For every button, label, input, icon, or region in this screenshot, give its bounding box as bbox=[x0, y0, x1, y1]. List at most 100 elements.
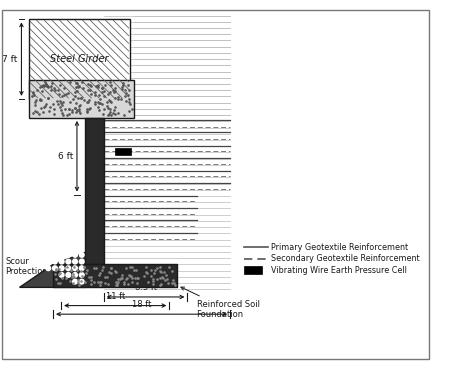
Point bbox=[77, 94, 85, 100]
Point bbox=[84, 99, 91, 105]
Point bbox=[58, 111, 66, 117]
Point bbox=[112, 269, 120, 275]
Text: Scour
Protection: Scour Protection bbox=[5, 256, 56, 276]
Point bbox=[132, 267, 140, 273]
Point bbox=[95, 92, 103, 98]
Polygon shape bbox=[19, 252, 86, 287]
Point bbox=[130, 267, 138, 273]
Point bbox=[86, 87, 94, 93]
Point bbox=[97, 282, 104, 288]
Point bbox=[69, 271, 76, 277]
Circle shape bbox=[65, 252, 72, 258]
Point bbox=[65, 111, 72, 117]
Point bbox=[118, 272, 125, 278]
Point bbox=[122, 266, 130, 272]
Point bbox=[40, 83, 48, 89]
Point bbox=[105, 97, 112, 103]
Point bbox=[131, 275, 139, 280]
Point bbox=[91, 89, 99, 95]
Point bbox=[69, 108, 76, 114]
Point bbox=[107, 99, 114, 105]
Point bbox=[28, 93, 36, 99]
Point bbox=[164, 280, 171, 286]
Point bbox=[77, 95, 85, 101]
Point bbox=[87, 91, 94, 97]
Point bbox=[73, 267, 80, 273]
Text: 8.5 ft: 8.5 ft bbox=[135, 283, 157, 292]
Point bbox=[103, 275, 110, 280]
Point bbox=[112, 282, 119, 287]
Point bbox=[157, 275, 164, 281]
Point bbox=[96, 279, 104, 284]
Point bbox=[72, 100, 79, 106]
Point bbox=[100, 264, 107, 270]
Point bbox=[74, 84, 81, 90]
Point bbox=[169, 277, 176, 283]
Point bbox=[99, 101, 106, 107]
Point bbox=[34, 109, 41, 115]
Point bbox=[111, 107, 118, 113]
Point bbox=[105, 111, 112, 117]
Point bbox=[157, 282, 164, 288]
Point bbox=[162, 272, 169, 277]
Point bbox=[126, 273, 134, 279]
Point bbox=[109, 111, 116, 117]
Point bbox=[107, 106, 114, 112]
Point bbox=[168, 280, 175, 286]
Point bbox=[90, 265, 98, 270]
Circle shape bbox=[45, 259, 51, 265]
Point bbox=[75, 279, 82, 285]
Point bbox=[60, 86, 68, 92]
Point bbox=[78, 273, 86, 279]
Point bbox=[112, 96, 119, 101]
Point bbox=[150, 282, 157, 287]
Point bbox=[106, 79, 113, 85]
Point bbox=[48, 80, 55, 86]
Point bbox=[56, 82, 63, 88]
Point bbox=[115, 97, 122, 103]
Point bbox=[72, 93, 79, 99]
Circle shape bbox=[58, 265, 65, 271]
Point bbox=[41, 82, 49, 88]
Point bbox=[72, 89, 79, 95]
Circle shape bbox=[72, 265, 78, 271]
Point bbox=[171, 280, 178, 286]
Point bbox=[38, 83, 45, 89]
Bar bbox=[115, 148, 130, 155]
Point bbox=[73, 80, 80, 86]
Point bbox=[47, 104, 54, 110]
Point bbox=[94, 279, 101, 285]
Point bbox=[98, 85, 105, 90]
Point bbox=[120, 281, 127, 287]
Point bbox=[114, 110, 122, 115]
Point bbox=[44, 95, 51, 101]
Point bbox=[129, 264, 136, 270]
Point bbox=[106, 109, 113, 115]
Bar bbox=[244, 266, 262, 274]
Point bbox=[50, 85, 58, 91]
Point bbox=[69, 274, 76, 280]
Text: Vibrating Wire Earth Pressure Cell: Vibrating Wire Earth Pressure Cell bbox=[271, 266, 407, 275]
Point bbox=[55, 92, 62, 97]
Point bbox=[41, 79, 49, 85]
Point bbox=[87, 106, 94, 111]
Point bbox=[108, 270, 115, 276]
Point bbox=[58, 93, 65, 99]
Point bbox=[153, 266, 161, 272]
Point bbox=[128, 106, 135, 112]
Circle shape bbox=[52, 252, 58, 258]
Circle shape bbox=[65, 259, 72, 265]
Point bbox=[107, 82, 114, 88]
Point bbox=[52, 267, 59, 273]
Point bbox=[76, 83, 83, 89]
Point bbox=[110, 89, 117, 95]
Point bbox=[171, 282, 179, 288]
Point bbox=[104, 99, 111, 105]
Bar bbox=[29, 20, 130, 99]
Point bbox=[32, 102, 39, 108]
Point bbox=[111, 268, 118, 274]
Point bbox=[77, 110, 84, 116]
Point bbox=[97, 96, 104, 102]
Point bbox=[70, 280, 77, 286]
Text: 7 ft: 7 ft bbox=[2, 55, 18, 63]
